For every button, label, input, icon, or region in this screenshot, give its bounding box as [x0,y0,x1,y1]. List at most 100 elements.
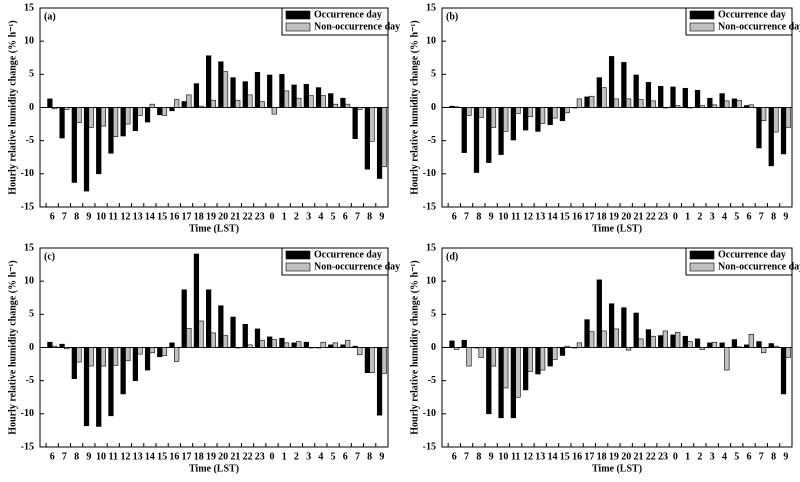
bar [376,107,383,179]
bar [193,83,200,108]
legend-swatch [689,10,715,20]
bar [315,347,322,349]
x-tick-label: 10 [96,451,106,462]
x-tick-label: 4 [318,211,323,222]
bar [174,99,180,108]
bar [682,335,688,348]
bar [768,107,774,167]
x-tick-label: 3 [710,211,715,222]
x-tick-label: 16 [169,451,179,462]
bar [157,107,163,116]
bar [230,77,236,108]
legend-swatch [689,250,715,260]
bar [785,347,791,358]
legend-label: Occurrence day [314,9,382,20]
bar [559,347,566,356]
x-tick-label: 8 [367,211,372,222]
bar [222,71,229,108]
bar [218,305,224,348]
bar [59,343,65,348]
y-tick-label: -5 [428,135,436,146]
panel-label: (d) [446,251,458,262]
bar [242,81,248,108]
bar [332,103,338,108]
bar [699,347,705,350]
x-tick-label: 7 [62,451,67,462]
x-tick-label: 23 [255,451,265,462]
x-tick-label: 8 [74,211,79,222]
x-tick-label: 15 [560,451,570,462]
x-tick-label: 17 [584,211,594,222]
bar [352,345,358,348]
y-tick-label: -15 [21,441,34,452]
bar [510,107,516,141]
x-tick-label: 8 [74,451,79,462]
bar [461,339,467,348]
bar [328,93,334,108]
bar [707,342,713,348]
bar [748,104,754,108]
bar [731,98,738,108]
bar [535,347,541,375]
bar [756,107,762,149]
x-tick-label: 13 [133,211,143,222]
x-tick-label: 0 [270,451,275,462]
x-tick-label: 12 [120,451,130,462]
y-tick-label: 5 [29,69,34,80]
bar [186,327,192,348]
bar [352,107,358,139]
bar [621,62,627,108]
bar [539,347,546,371]
bar [527,347,533,372]
x-tick-label: 14 [548,451,558,462]
x-tick-label: 18 [194,451,204,462]
x-tick-label: 2 [294,451,299,462]
bar [658,85,664,108]
legend-label: Occurrence day [718,9,786,20]
bar [552,107,558,119]
x-tick-label: 9 [489,211,494,222]
x-tick-label: 18 [597,451,607,462]
y-tick-label: -5 [26,375,34,386]
x-tick-label: 0 [270,211,275,222]
x-tick-label: 1 [685,451,690,462]
x-tick-label: 21 [230,211,240,222]
bar [267,74,273,108]
bar [137,347,143,355]
x-tick-label: 5 [734,211,739,222]
bar [283,90,290,108]
bar [218,61,224,108]
x-tick-label: 6 [343,211,348,222]
x-tick-label: 4 [722,211,727,222]
y-tick-label: 15 [24,2,34,13]
x-tick-label: 10 [96,211,106,222]
legend-label: Non-occurrence day [314,21,400,32]
bar [235,347,241,349]
bar [572,107,578,109]
legend-label: Occurrence day [718,249,786,260]
bar [724,100,730,108]
bar [510,347,516,419]
y-tick-label: 10 [24,275,34,286]
x-tick-label: 16 [572,211,582,222]
bar [613,98,619,108]
bar [47,98,53,108]
bar [650,335,656,348]
x-tick-label: 6 [452,211,457,222]
bar [303,341,309,348]
bar [186,94,192,108]
y-axis-label: Hourly relative humidity change (% h⁻¹) [7,260,18,434]
x-tick-label: 4 [318,451,323,462]
x-tick-label: 20 [218,451,228,462]
bar [760,347,767,354]
x-tick-label: 0 [673,451,678,462]
x-tick-label: 23 [658,211,668,222]
bar [675,331,681,348]
bar [254,72,261,108]
bar [230,316,236,348]
x-tick-label: 22 [646,451,656,462]
x-tick-label: 9 [783,211,788,222]
x-axis-label: Time (LST) [189,223,239,234]
x-tick-label: 9 [489,451,494,462]
